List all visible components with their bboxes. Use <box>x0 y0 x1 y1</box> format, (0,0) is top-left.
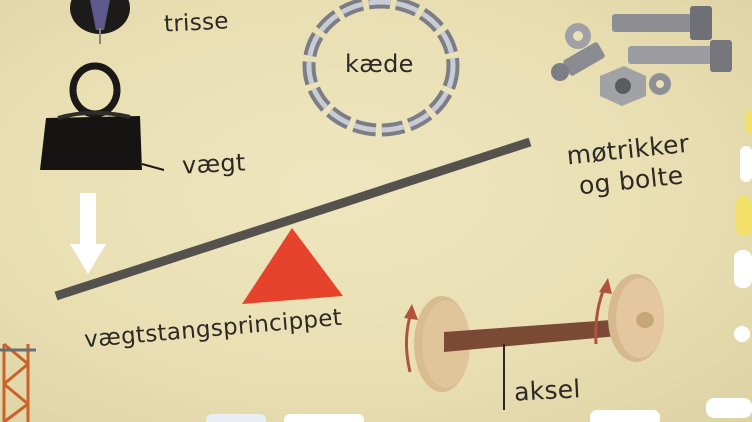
fulcrum-icon <box>242 228 343 304</box>
weight-label: vægt <box>181 148 247 180</box>
nuts-bolts-icon <box>551 6 732 106</box>
lever-bar <box>54 137 532 301</box>
axle-icon <box>404 274 664 410</box>
chain-label: kæde <box>345 50 414 78</box>
crane-icon <box>0 342 36 422</box>
down-arrow-icon <box>70 193 106 274</box>
weight-icon <box>40 62 165 171</box>
pulley-icon <box>70 0 130 44</box>
border-decoration <box>206 110 752 422</box>
nuts-bolts-label: møtrikker og bolte <box>565 128 694 203</box>
chain-icon <box>302 0 460 137</box>
axle-label: aksel <box>513 374 582 407</box>
pulley-label: trisse <box>163 8 230 38</box>
